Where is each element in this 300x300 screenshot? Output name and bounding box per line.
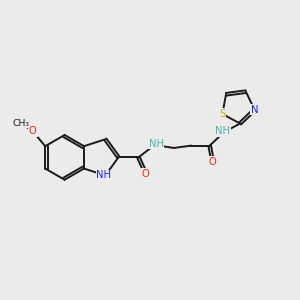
Text: NH: NH — [148, 139, 164, 148]
Text: O: O — [142, 169, 150, 178]
Text: CH₃: CH₃ — [13, 119, 30, 128]
Text: O: O — [29, 126, 37, 136]
Text: O: O — [209, 157, 217, 167]
Text: S: S — [219, 109, 226, 119]
Text: NH: NH — [96, 170, 111, 181]
Text: N: N — [251, 105, 258, 115]
Text: NH: NH — [215, 126, 230, 136]
